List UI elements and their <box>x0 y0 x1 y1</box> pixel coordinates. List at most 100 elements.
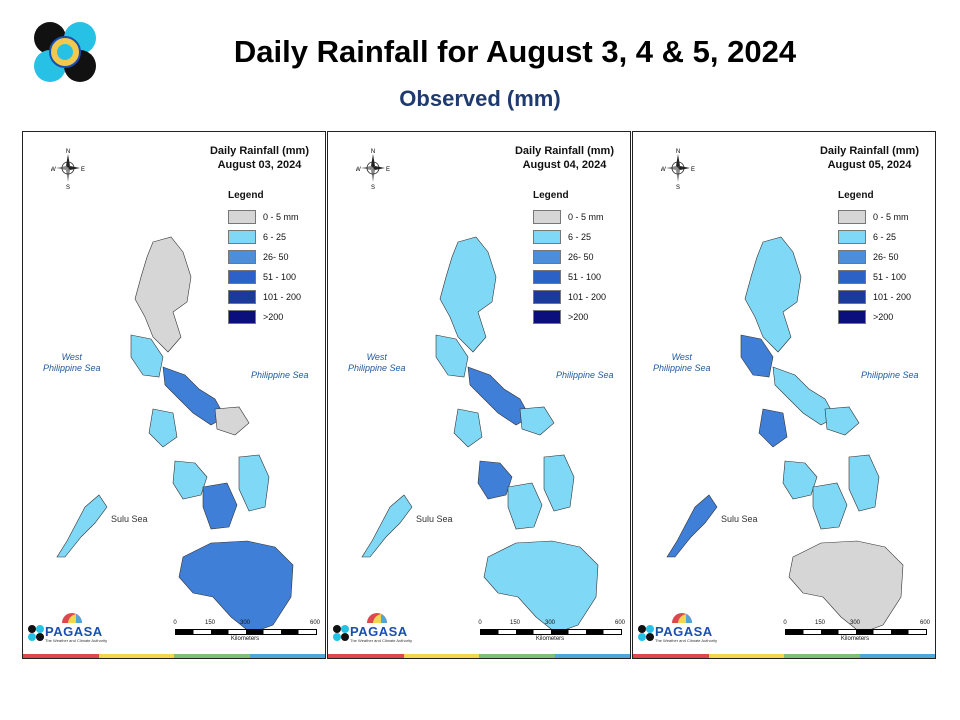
sea-label-east: Philippine Sea <box>251 370 309 380</box>
scale-bar: 0 150 300 600 Kilometers <box>783 620 931 646</box>
map-region <box>848 454 880 512</box>
stripe-segment <box>784 654 860 658</box>
stripe-segment <box>859 654 935 658</box>
legend-swatch <box>533 250 561 264</box>
compass-letter: E <box>691 167 695 173</box>
scale-tick: 600 <box>309 620 321 626</box>
rainfall-map-panel: N S W E Daily Rainfall (mm) August 04, 2024 Le… <box>327 131 631 659</box>
panel-title: Daily Rainfall (mm) August 03, 2024 <box>210 144 309 172</box>
map-region <box>130 334 164 378</box>
legend-item: >200 <box>533 310 588 324</box>
panel-heading: Daily Rainfall (mm) <box>209 145 309 157</box>
legend-label: 101 - 200 <box>568 292 607 302</box>
philippines-map <box>666 236 904 634</box>
philippines-map <box>56 236 294 634</box>
legend-swatch <box>838 230 866 244</box>
umbrella-icon <box>367 613 387 623</box>
legend-item: >200 <box>228 310 283 324</box>
map-region <box>214 406 250 436</box>
panel-heading: Daily Rainfall (mm) <box>514 145 614 157</box>
pagasa-emblem-icon <box>333 625 349 641</box>
map-region <box>477 460 513 500</box>
pagasa-name: PAGASA <box>350 624 408 639</box>
legend-item: 0 - 5 mm <box>228 210 299 224</box>
pagasa-logo-icon: PAGASA The Weather and Climate Authority <box>27 613 107 644</box>
legend-label: 101 - 200 <box>873 292 912 302</box>
rainfall-map-panel: N S W E Daily Rainfall (mm) August 03, 2024 Le… <box>22 131 326 659</box>
legend-item: 0 - 5 mm <box>533 210 604 224</box>
compass-letter: N <box>371 149 375 155</box>
legend-label: 51 - 100 <box>568 272 602 282</box>
pagasa-logo-icon: PAGASA The Weather and Climate Authority <box>332 613 412 644</box>
map-region <box>238 454 270 512</box>
legend-label: 26- 50 <box>568 252 594 262</box>
legend-label: 6 - 25 <box>568 232 592 242</box>
legend-swatch <box>533 210 561 224</box>
map-region <box>439 236 497 353</box>
stripe-segment <box>249 654 325 658</box>
pagasa-tagline: The Weather and Climate Authority <box>655 638 718 643</box>
legend-label: >200 <box>873 312 894 322</box>
pagasa-tagline: The Weather and Climate Authority <box>45 638 108 643</box>
map-region <box>202 482 238 530</box>
sea-label-west: West Philippine Sea <box>653 352 711 373</box>
scale-unit: Kilometers <box>840 636 870 642</box>
compass-icon: N S W E <box>51 149 85 190</box>
map-region <box>744 236 802 353</box>
map-region <box>453 408 483 448</box>
map-region <box>435 334 469 378</box>
scale-bar: 0 150 300 600 Kilometers <box>173 620 321 646</box>
legend-item: >200 <box>838 310 893 324</box>
pagasa-emblem-icon <box>28 625 44 641</box>
scale-tick: 300 <box>849 620 861 626</box>
compass-letter: W <box>661 167 666 173</box>
legend-item: 101 - 200 <box>533 290 606 304</box>
scale-bar-graphic <box>175 629 317 635</box>
legend-swatch <box>838 290 866 304</box>
sea-label-east: Philippine Sea <box>861 370 919 380</box>
map-region-palawan <box>666 494 718 558</box>
scale-tick: 0 <box>173 620 177 626</box>
legend-label: >200 <box>263 312 284 322</box>
legend-label: 101 - 200 <box>263 292 302 302</box>
legend-swatch <box>838 270 866 284</box>
pagasa-logo-icon: PAGASA The Weather and Climate Authority <box>637 613 717 644</box>
map-region <box>543 454 575 512</box>
compass-letter: S <box>66 185 70 190</box>
scale-tick: 0 <box>783 620 787 626</box>
legend-item: 6 - 25 <box>533 230 591 244</box>
compass-letter: N <box>676 149 680 155</box>
map-region <box>519 406 555 436</box>
legend-swatch <box>838 210 866 224</box>
map-region <box>824 406 860 436</box>
map-region <box>172 460 208 500</box>
scale-bar-graphic <box>785 629 927 635</box>
sea-label-south: Sulu Sea <box>721 514 758 524</box>
legend-swatch <box>533 290 561 304</box>
panel-date: August 04, 2024 <box>522 159 607 171</box>
panel-heading: Daily Rainfall (mm) <box>819 145 919 157</box>
legend-swatch <box>228 210 256 224</box>
map-region <box>812 482 848 530</box>
compass-letter: W <box>51 167 56 173</box>
legend-label: 51 - 100 <box>873 272 907 282</box>
scale-bar-graphic <box>480 629 622 635</box>
map-region <box>507 482 543 530</box>
map-region <box>178 540 294 634</box>
umbrella-icon <box>672 613 692 623</box>
legend-title: Legend <box>838 190 874 201</box>
compass-letter: E <box>386 167 390 173</box>
legend-swatch <box>228 250 256 264</box>
compass-letter: N <box>66 149 70 155</box>
compass-letter: W <box>356 167 361 173</box>
stripe-segment <box>174 654 250 658</box>
stripe-segment <box>633 654 709 658</box>
scale-tick: 300 <box>239 620 251 626</box>
compass-letter: S <box>676 185 680 190</box>
panel-title: Daily Rainfall (mm) August 04, 2024 <box>515 144 614 172</box>
sea-label-west: West Philippine Sea <box>43 352 101 373</box>
legend-label: 0 - 5 mm <box>263 212 299 222</box>
dost-logo-icon <box>34 22 96 82</box>
legend-swatch <box>228 290 256 304</box>
legend-item: 101 - 200 <box>228 290 301 304</box>
